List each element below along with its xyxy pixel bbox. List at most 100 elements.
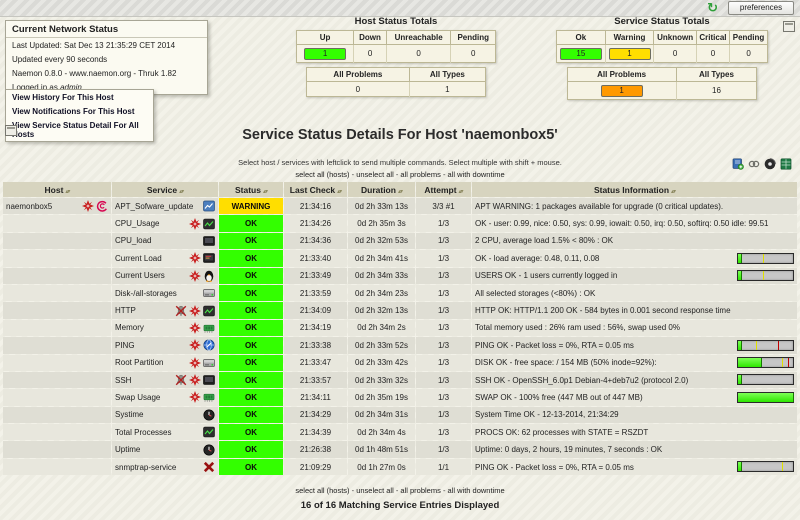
col-warning[interactable]: Warning: [605, 30, 655, 45]
sort-arrows-icon[interactable]: ▴▾: [65, 188, 70, 195]
sort-arrows-icon[interactable]: ▴▾: [337, 188, 342, 195]
col-pending[interactable]: Pending: [729, 30, 768, 45]
hosts-unreachable-count[interactable]: 0: [386, 44, 452, 63]
service-link[interactable]: PING: [115, 340, 135, 350]
host-name[interactable]: naemonbox5: [6, 201, 53, 211]
graph-icon[interactable]: [203, 200, 215, 212]
header-host[interactable]: Host ▴▾: [3, 182, 111, 197]
terminal-green-icon[interactable]: [203, 305, 215, 317]
service-link[interactable]: Current Load: [115, 253, 162, 263]
drive-icon[interactable]: [203, 357, 215, 369]
hosts-down-count[interactable]: 0: [353, 44, 387, 63]
starburst-icon[interactable]: [189, 304, 201, 317]
sort-arrows-icon[interactable]: ▴▾: [671, 188, 676, 195]
bell-crossed-icon[interactable]: [175, 374, 187, 386]
chip-icon[interactable]: [203, 391, 215, 403]
col-all-types[interactable]: All Types: [676, 67, 757, 82]
header-attempt[interactable]: Attempt ▴▾: [416, 182, 471, 197]
services-pending-count[interactable]: 0: [746, 49, 751, 58]
col-pending[interactable]: Pending: [450, 30, 496, 45]
starburst-icon[interactable]: [189, 391, 201, 404]
naemon-org-link[interactable]: www.naemon.org: [62, 69, 131, 78]
bell-crossed-icon[interactable]: [175, 305, 187, 317]
services-ok-count[interactable]: 15: [559, 47, 602, 60]
clock-icon[interactable]: [203, 409, 215, 421]
hosts-all-types-count[interactable]: 1: [445, 84, 450, 94]
link-icon[interactable]: [748, 158, 760, 170]
service-link[interactable]: CPU_Usage: [115, 219, 160, 229]
all-problems-link[interactable]: all problems: [394, 486, 441, 495]
service-link[interactable]: APT_Sofware_update: [115, 201, 194, 211]
starburst-icon[interactable]: [189, 252, 201, 265]
red-x-icon[interactable]: [203, 461, 215, 473]
col-all-problems[interactable]: All Problems: [306, 67, 410, 82]
view-service-status-link[interactable]: View Service Status Detail For All Hosts: [12, 120, 139, 139]
collapse-header-icon[interactable]: [783, 21, 795, 32]
service-link[interactable]: Total Processes: [115, 427, 172, 437]
preferences-button[interactable]: preferences: [728, 1, 794, 15]
service-link[interactable]: Disk-/all-storages: [115, 288, 177, 298]
col-all-types[interactable]: All Types: [409, 67, 486, 82]
view-history-link[interactable]: View History For This Host: [12, 92, 114, 102]
select-all-hosts-link[interactable]: select all (hosts): [295, 486, 350, 495]
service-link[interactable]: snmptrap-service: [115, 462, 177, 472]
hosts-pending-count[interactable]: 0: [470, 49, 476, 58]
globe-icon[interactable]: [203, 339, 215, 351]
col-critical[interactable]: Critical: [696, 30, 731, 45]
starburst-icon[interactable]: [189, 339, 201, 352]
service-link[interactable]: SSH: [115, 375, 132, 385]
starburst-icon[interactable]: [189, 356, 201, 369]
view-notifications-link[interactable]: View Notifications For This Host: [12, 106, 135, 116]
col-up[interactable]: Up: [296, 30, 355, 45]
select-all-hosts-link[interactable]: select all (hosts): [295, 170, 350, 179]
service-link[interactable]: HTTP: [115, 306, 136, 316]
service-link[interactable]: Root Partition: [115, 358, 164, 368]
service-link[interactable]: Systime: [115, 410, 144, 420]
service-link[interactable]: Uptime: [115, 445, 141, 455]
hosts-up-count[interactable]: 1: [304, 47, 347, 60]
starburst-icon[interactable]: [82, 200, 94, 213]
drive-icon[interactable]: [203, 287, 215, 299]
starburst-icon[interactable]: [189, 217, 201, 230]
disc-icon[interactable]: [764, 158, 776, 170]
unselect-all-link[interactable]: unselect all: [350, 170, 394, 179]
all-problems-link[interactable]: all problems: [394, 170, 441, 179]
all-with-downtime-link[interactable]: all with downtime: [441, 170, 505, 179]
excel-export-icon[interactable]: [780, 158, 792, 170]
header-status-information[interactable]: Status Information ▴▾: [472, 182, 797, 197]
screen-dark-icon[interactable]: [203, 235, 215, 247]
service-link[interactable]: Memory: [115, 323, 144, 333]
header-status[interactable]: Status ▴▾: [219, 182, 283, 197]
screen-dark-icon[interactable]: [203, 374, 215, 386]
penguin-icon[interactable]: [203, 270, 215, 282]
sort-arrows-icon[interactable]: ▴▾: [179, 188, 184, 195]
sort-arrows-icon[interactable]: ▴▾: [397, 188, 403, 195]
col-ok[interactable]: Ok: [556, 30, 606, 45]
all-with-downtime-link[interactable]: all with downtime: [441, 486, 505, 495]
service-link[interactable]: CPU_load: [115, 236, 152, 246]
starburst-icon[interactable]: [189, 269, 201, 282]
services-critical-count[interactable]: 0: [696, 44, 731, 63]
services-all-types-count[interactable]: 16: [712, 86, 721, 95]
refresh-icon[interactable]: ↻: [707, 0, 718, 15]
hosts-all-problems-count[interactable]: 0: [306, 81, 410, 97]
header-duration[interactable]: Duration ▴▾: [348, 182, 415, 197]
terminal-green-icon[interactable]: [203, 218, 215, 230]
sort-arrows-icon[interactable]: ▴▾: [262, 188, 268, 195]
service-link[interactable]: Swap Usage: [115, 392, 161, 402]
col-unreachable[interactable]: Unreachable: [386, 30, 452, 45]
debian-icon[interactable]: [96, 200, 108, 212]
col-down[interactable]: Down: [353, 30, 387, 45]
col-all-problems[interactable]: All Problems: [567, 67, 677, 82]
starburst-icon[interactable]: [189, 321, 201, 334]
chip-icon[interactable]: [203, 322, 215, 334]
services-unknown-count[interactable]: 0: [653, 44, 697, 63]
header-last-check[interactable]: Last Check ▴▾: [284, 182, 347, 197]
screen-red-icon[interactable]: [203, 252, 215, 264]
services-all-problems-count[interactable]: 1: [600, 84, 643, 97]
terminal-green-icon[interactable]: [203, 426, 215, 438]
clock-icon[interactable]: [203, 444, 215, 456]
col-unknown[interactable]: Unknown: [653, 30, 697, 45]
sort-arrows-icon[interactable]: ▴▾: [458, 188, 464, 195]
header-service[interactable]: Service ▴▾: [112, 182, 218, 197]
